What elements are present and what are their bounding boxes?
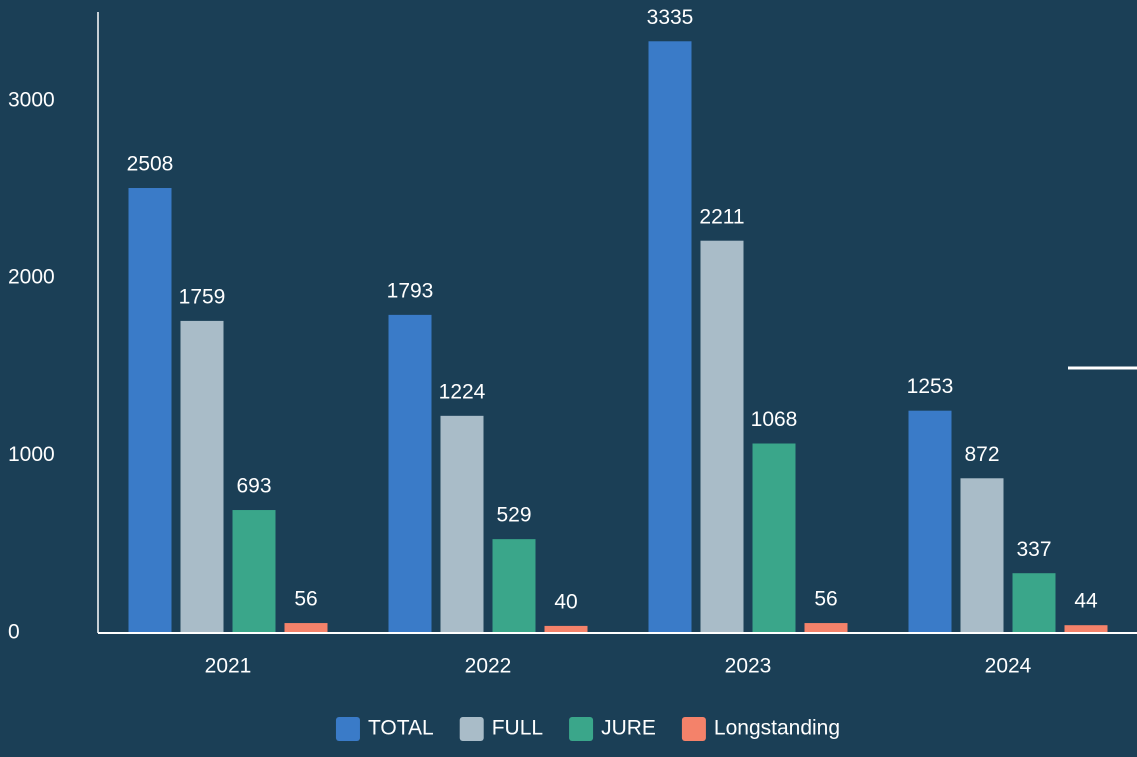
bar <box>908 410 952 633</box>
y-tick-label: 3000 <box>8 88 55 111</box>
data-label: 1068 <box>751 408 798 431</box>
data-label: 44 <box>1074 590 1098 613</box>
data-label: 2211 <box>699 205 744 228</box>
data-label: 2508 <box>127 153 174 176</box>
bar <box>700 240 744 633</box>
data-label: 40 <box>554 590 577 613</box>
y-tick-label: 2000 <box>8 266 55 289</box>
data-label: 3335 <box>647 6 694 29</box>
y-tick-label: 1000 <box>8 443 55 466</box>
y-tick-label: 0 <box>8 621 20 644</box>
x-tick-label: 2024 <box>985 655 1032 678</box>
bar <box>752 443 796 633</box>
legend-swatch <box>335 717 360 741</box>
bar <box>1012 573 1056 633</box>
x-tick-label: 2023 <box>725 655 772 678</box>
bar <box>544 625 588 633</box>
bar <box>804 623 848 633</box>
x-tick-label: 2022 <box>465 655 512 678</box>
data-label: 56 <box>814 588 837 611</box>
bar <box>232 510 276 633</box>
data-label: 1759 <box>179 285 226 308</box>
bar <box>492 539 536 633</box>
legend-swatch <box>681 717 706 741</box>
data-label: 693 <box>236 475 271 498</box>
data-label: 1793 <box>387 279 434 302</box>
legend-swatch <box>459 717 484 741</box>
bar <box>128 188 172 633</box>
legend-label: JURE <box>601 717 656 740</box>
bar <box>284 623 328 633</box>
legend-label: FULL <box>492 717 543 740</box>
bar <box>180 320 224 633</box>
data-label: 872 <box>964 443 999 466</box>
data-label: 337 <box>1016 538 1051 561</box>
legend-swatch <box>569 717 594 741</box>
bar <box>440 415 484 633</box>
x-tick-label: 2021 <box>205 655 252 678</box>
bar <box>960 478 1004 633</box>
data-label: 529 <box>496 504 531 527</box>
bar <box>388 314 432 633</box>
data-label: 56 <box>294 588 317 611</box>
bar <box>1064 625 1108 633</box>
legend-label: TOTAL <box>368 717 434 740</box>
data-label: 1224 <box>439 380 486 403</box>
data-label: 1253 <box>907 375 954 398</box>
legend-label: Longstanding <box>714 717 840 740</box>
bar <box>648 41 692 634</box>
